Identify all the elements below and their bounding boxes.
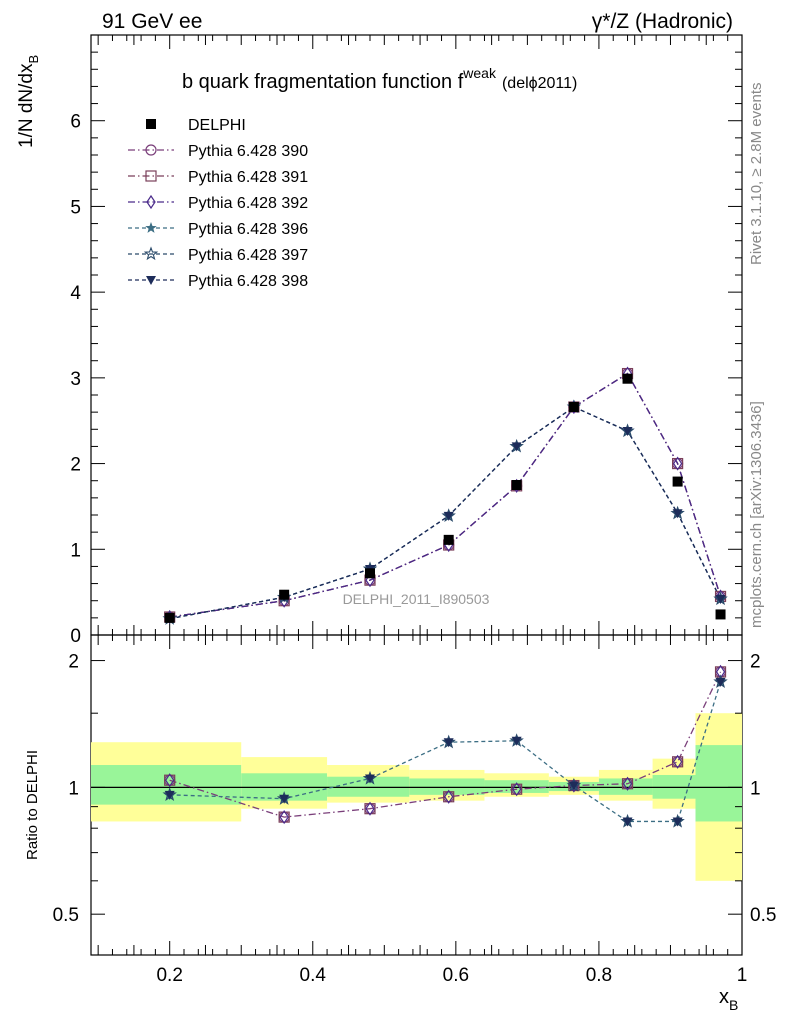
legend-marker-1: [145, 144, 157, 156]
ratio-point-5-3: [443, 738, 454, 748]
main-y-axis-label: 1/N dN/dxB: [16, 55, 41, 148]
mcplots-reference-label: mcplots.cern.ch [arXiv:1306.3436]: [748, 401, 765, 628]
xtick-label-3: 0.8: [586, 965, 612, 986]
legend-label-4: Pythia 6.428 396: [188, 221, 308, 238]
process-label: γ*/Z (Hadronic): [592, 10, 733, 33]
legend-marker-6: [146, 276, 156, 285]
plot-title: b quark fragmentation function fweak (del…: [182, 65, 577, 93]
main-point-5-8: [715, 595, 726, 604]
legend-label-2: Pythia 6.428 391: [188, 169, 308, 186]
ratio-ytick-label-right-2: 2: [750, 652, 761, 673]
main-ytick-label-3: 3: [70, 369, 81, 390]
main-ytick-label-1: 1: [70, 540, 81, 561]
ratio-point-5-5: [568, 781, 579, 791]
ratio-point-5-1: [279, 794, 290, 804]
ratio-point-5-0: [164, 790, 175, 800]
xtick-label-2: 0.6: [443, 965, 469, 986]
x-axis-label-main: x: [719, 986, 729, 1008]
main-y-axis-label-sub: B: [26, 55, 41, 64]
main-point-5-6: [622, 427, 633, 436]
x-axis-label-sub: B: [729, 997, 738, 1013]
analysis-watermark: DELPHI_2011_I890503: [343, 591, 490, 607]
ratio-ytick-label-right-1: 1: [750, 778, 761, 799]
main-line-2: [169, 372, 722, 618]
legend-label-3: Pythia 6.428 392: [188, 195, 308, 212]
axis-ticks: 0 1 2 3 4 5 6 0.5 0.5 1 1 2 2 0.2 0.4 0.6 0.8 1: [53, 35, 776, 986]
data-point-0: [164, 612, 175, 623]
ratio-ytick-label-1: 1: [68, 778, 79, 799]
ratio-line-0: [169, 671, 722, 818]
series-markers: [162, 366, 728, 828]
legend-marker-3: [146, 194, 156, 210]
ratio-point-2-3: [443, 789, 454, 804]
ratio-point-2-6: [622, 776, 633, 791]
data-point-5: [568, 402, 579, 412]
ratio-ytick-label-0: 0.5: [53, 905, 79, 926]
main-ytick-label-6: 6: [70, 112, 81, 133]
rivet-version-label: Rivet 3.1.10, ≥ 2.8M events: [748, 83, 765, 266]
legend-label-1: Pythia 6.428 390: [188, 143, 308, 160]
plot-title-superscript: weak: [462, 65, 497, 81]
legend-marker-2: [145, 170, 157, 182]
main-ytick-label-5: 5: [70, 197, 81, 218]
xtick-label-0: 0.2: [156, 965, 182, 986]
ratio-point-5-8: [715, 677, 726, 687]
ratio-point-2-0: [164, 773, 175, 788]
data-point-8: [715, 609, 726, 620]
ratio-ytick-label-right-0: 0.5: [750, 905, 776, 926]
main-point-5-4: [511, 442, 522, 452]
legend: DELPHI Pythia 6.428 390 Pythia 6.428 391 Py…: [128, 117, 308, 290]
data-point-4: [511, 480, 522, 490]
data-point-1: [279, 589, 290, 600]
ratio-uncertainty-bands: [91, 713, 742, 881]
ratio-point-5-4: [511, 736, 522, 746]
plot-title-main: b quark fragmentation function f: [182, 71, 464, 93]
data-point-6: [622, 373, 633, 384]
legend-marker-4: [145, 222, 157, 233]
main-line-0: [169, 372, 722, 618]
data-point-7: [672, 476, 683, 487]
band-inner-8: [695, 745, 742, 822]
ratio-point-5-6: [622, 817, 633, 827]
ratio-point-5-7: [672, 817, 683, 827]
data-point-2: [365, 568, 375, 579]
main-point-5-7: [672, 509, 683, 519]
legend-label-6: Pythia 6.428 398: [188, 273, 308, 290]
band-inner-3: [409, 778, 485, 795]
main-point-5-3: [443, 511, 454, 521]
main-ytick-label-4: 4: [70, 283, 81, 304]
ratio-point-5-2: [365, 774, 375, 784]
ratio-point-2-1: [279, 810, 289, 825]
legend-label-0: DELPHI: [188, 117, 246, 134]
energy-label: 91 GeV ee: [102, 10, 202, 33]
xtick-label-4: 1: [737, 965, 748, 986]
band-inner-2: [327, 776, 410, 797]
ratio-ytick-label-2: 2: [68, 652, 79, 673]
x-axis-label: xB: [719, 986, 738, 1013]
ratio-point-2-7: [672, 754, 683, 769]
main-point-2-7: [672, 456, 683, 471]
plot-title-suffix: (delϕ2011): [502, 75, 577, 92]
main-line-5: [169, 406, 722, 620]
main-y-axis-label-main: 1/N dN/dx: [16, 63, 37, 148]
data-point-3: [443, 534, 454, 545]
main-ytick-label-2: 2: [70, 455, 81, 476]
main-ytick-label-0: 0: [70, 626, 81, 647]
main-line-1: [169, 372, 722, 618]
ratio-point-2-2: [365, 801, 375, 816]
ratio-point-2-4: [511, 782, 522, 797]
legend-marker-0: [146, 119, 156, 129]
legend-label-5: Pythia 6.428 397: [188, 247, 308, 264]
ratio-y-axis-label: Ratio to DELPHI: [24, 750, 41, 860]
xtick-label-1: 0.4: [300, 965, 327, 986]
band-inner-4: [484, 780, 549, 793]
legend-marker-5: [143, 246, 159, 261]
